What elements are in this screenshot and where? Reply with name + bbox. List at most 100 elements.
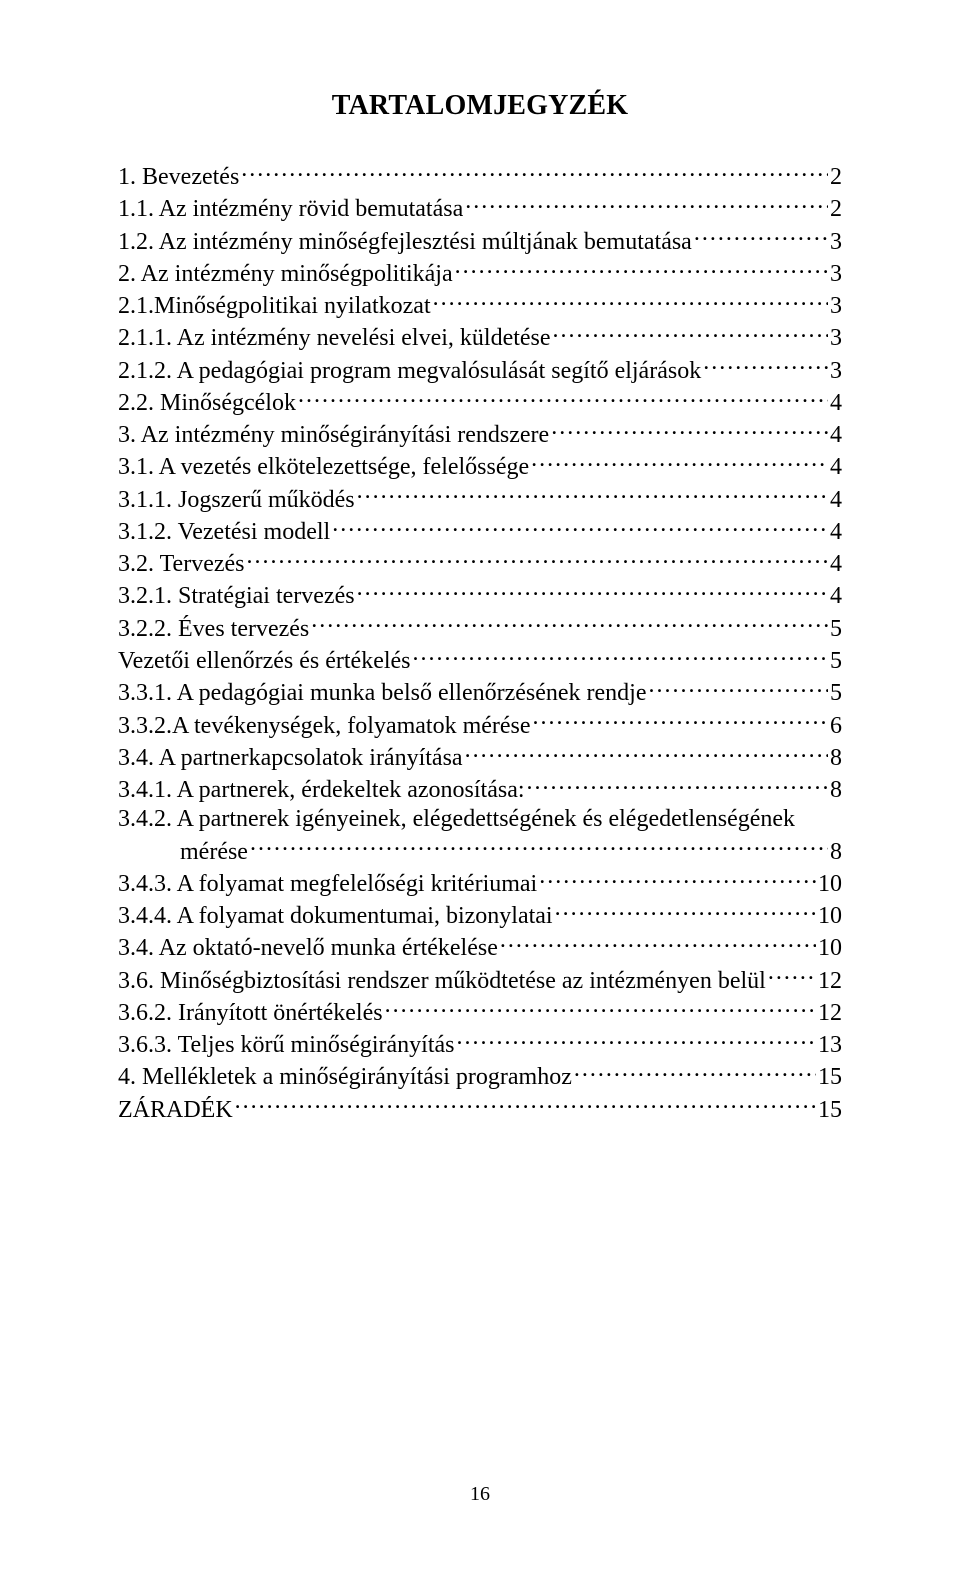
toc-row: 1.1. Az intézmény rövid bemutatása 2: [118, 192, 842, 224]
toc-leader-dots: [768, 964, 816, 988]
page-title: TARTALOMJEGYZÉK: [118, 90, 842, 122]
toc-leader-dots: [250, 835, 828, 859]
toc-row: 3.4. Az oktató-nevelő munka értékelése10: [118, 931, 842, 963]
toc-row: 3.1. A vezetés elkötelezettsége, felelős…: [118, 450, 842, 482]
toc-label: 3.2.1. Stratégiai tervezés: [118, 582, 355, 611]
toc-page-number: 4: [830, 582, 842, 611]
toc-leader-dots: [413, 644, 828, 668]
toc-row: 3.4.1. A partnerek, érdekeltek azonosítá…: [118, 773, 842, 805]
toc-row: 3.4.4. A folyamat dokumentumai, bizonyla…: [118, 899, 842, 931]
toc-label: 3.1.2. Vezetési modell: [118, 518, 330, 547]
toc-label: 3.1. A vezetés elkötelezettsége, felelős…: [118, 453, 529, 482]
toc-leader-dots: [357, 483, 828, 507]
toc-row: 3.6.3. Teljes körű minőségirányítás 13: [118, 1028, 842, 1060]
toc-leader-dots: [574, 1060, 816, 1084]
toc-row: 2. Az intézmény minőségpolitikája3: [118, 257, 842, 289]
toc-label: 3.4.1. A partnerek, érdekeltek azonosítá…: [118, 776, 525, 805]
toc-leader-dots: [235, 1093, 816, 1117]
toc-page-number: 4: [830, 550, 842, 579]
toc-label: 1. Bevezetés: [118, 163, 239, 192]
toc-leader-dots: [332, 515, 828, 539]
toc-leader-dots: [247, 547, 829, 571]
toc-page-number: 10: [818, 902, 842, 931]
toc-page-number: 3: [830, 260, 842, 289]
toc-leader-dots: [465, 741, 828, 765]
toc-leader-dots: [500, 931, 816, 955]
toc-leader-dots: [433, 289, 828, 313]
toc-leader-dots: [694, 225, 828, 249]
toc-leader-dots: [457, 1028, 817, 1052]
toc-leader-dots: [465, 192, 828, 216]
toc-row: ZÁRADÉK 15: [118, 1093, 842, 1125]
toc-page-number: 5: [830, 647, 842, 676]
toc-page-number: 5: [830, 679, 842, 708]
table-of-contents: 1. Bevezetés21.1. Az intézmény rövid bem…: [118, 160, 842, 1125]
toc-leader-dots: [531, 450, 828, 474]
toc-leader-dots: [311, 612, 828, 636]
toc-page-number: 2: [830, 163, 842, 192]
toc-label: 3.4.3. A folyamat megfelelőségi kritériu…: [118, 870, 537, 899]
toc-page-number: 3: [830, 228, 842, 257]
toc-page-number: 10: [818, 870, 842, 899]
toc-page-number: 4: [830, 518, 842, 547]
toc-page-number: 8: [830, 776, 842, 805]
toc-label: 3.2. Tervezés: [118, 550, 245, 579]
toc-row: 2.1.Minőségpolitikai nyilatkozat 3: [118, 289, 842, 321]
toc-row: 3.6. Minőségbiztosítási rendszer működte…: [118, 964, 842, 996]
toc-row: 3.6.2. Irányított önértékelés12: [118, 996, 842, 1028]
toc-leader-dots: [551, 418, 828, 442]
toc-row: 3.4.3. A folyamat megfelelőségi kritériu…: [118, 867, 842, 899]
toc-label: 4. Mellékletek a minőségirányítási progr…: [118, 1063, 572, 1092]
toc-leader-dots: [455, 257, 828, 281]
toc-label: 3.6.2. Irányított önértékelés: [118, 999, 383, 1028]
toc-row: 2.1.2. A pedagógiai program megvalósulás…: [118, 354, 842, 386]
toc-leader-dots: [553, 321, 828, 345]
toc-page-number: 6: [830, 712, 842, 741]
toc-page-number: 8: [830, 838, 842, 867]
toc-row: mérése 8: [118, 835, 842, 867]
toc-page-number: 15: [818, 1063, 842, 1092]
toc-page-number: 4: [830, 453, 842, 482]
toc-page-number: 2: [830, 195, 842, 224]
toc-row: 3.4.2. A partnerek igényeinek, elégedett…: [118, 805, 842, 834]
toc-page-number: 4: [830, 421, 842, 450]
toc-leader-dots: [533, 709, 828, 733]
toc-leader-dots: [298, 386, 828, 410]
toc-row: 3.2.1. Stratégiai tervezés 4: [118, 579, 842, 611]
toc-row: 3.3.1. A pedagógiai munka belső ellenőrz…: [118, 676, 842, 708]
toc-row: 3.3.2.A tevékenységek, folyamatok mérése…: [118, 709, 842, 741]
toc-label: 3.4. A partnerkapcsolatok irányítása: [118, 744, 463, 773]
toc-row: 3.4. A partnerkapcsolatok irányítása 8: [118, 741, 842, 773]
toc-page-number: 3: [830, 292, 842, 321]
toc-row: Vezetői ellenőrzés és értékelés 5: [118, 644, 842, 676]
toc-row: 1. Bevezetés 2: [118, 160, 842, 192]
toc-label: 1.1. Az intézmény rövid bemutatása: [118, 195, 463, 224]
toc-label: 1.2. Az intézmény minőségfejlesztési múl…: [118, 228, 692, 257]
toc-leader-dots: [649, 676, 828, 700]
toc-page-number: 15: [818, 1096, 842, 1125]
toc-label: 3.4.2. A partnerek igényeinek, elégedett…: [118, 805, 795, 834]
toc-row: 2.1.1. Az intézmény nevelési elvei, küld…: [118, 321, 842, 353]
toc-page-number: 3: [830, 357, 842, 386]
toc-label: 2.1.Minőségpolitikai nyilatkozat: [118, 292, 431, 321]
toc-label: ZÁRADÉK: [118, 1096, 233, 1125]
toc-row: 4. Mellékletek a minőségirányítási progr…: [118, 1060, 842, 1092]
toc-page-number: 4: [830, 389, 842, 418]
toc-label: 3.2.2. Éves tervezés: [118, 615, 309, 644]
toc-page-number: 13: [818, 1031, 842, 1060]
toc-label: mérése: [118, 838, 248, 867]
page-number: 16: [0, 1483, 960, 1506]
toc-label: 3.3.1. A pedagógiai munka belső ellenőrz…: [118, 679, 647, 708]
toc-label: Vezetői ellenőrzés és értékelés: [118, 647, 411, 676]
toc-label: 3.1.1. Jogszerű működés: [118, 486, 355, 515]
toc-page-number: 8: [830, 744, 842, 773]
toc-row: 3.2.2. Éves tervezés5: [118, 612, 842, 644]
toc-leader-dots: [539, 867, 816, 891]
toc-row: 2.2. Minőségcélok4: [118, 386, 842, 418]
toc-row: 1.2. Az intézmény minőségfejlesztési múl…: [118, 225, 842, 257]
toc-label: 3.6.3. Teljes körű minőségirányítás: [118, 1031, 455, 1060]
toc-page-number: 12: [818, 967, 842, 996]
toc-leader-dots: [385, 996, 816, 1020]
toc-label: 3.3.2.A tevékenységek, folyamatok mérése: [118, 712, 531, 741]
toc-label: 3.6. Minőségbiztosítási rendszer működte…: [118, 967, 766, 996]
